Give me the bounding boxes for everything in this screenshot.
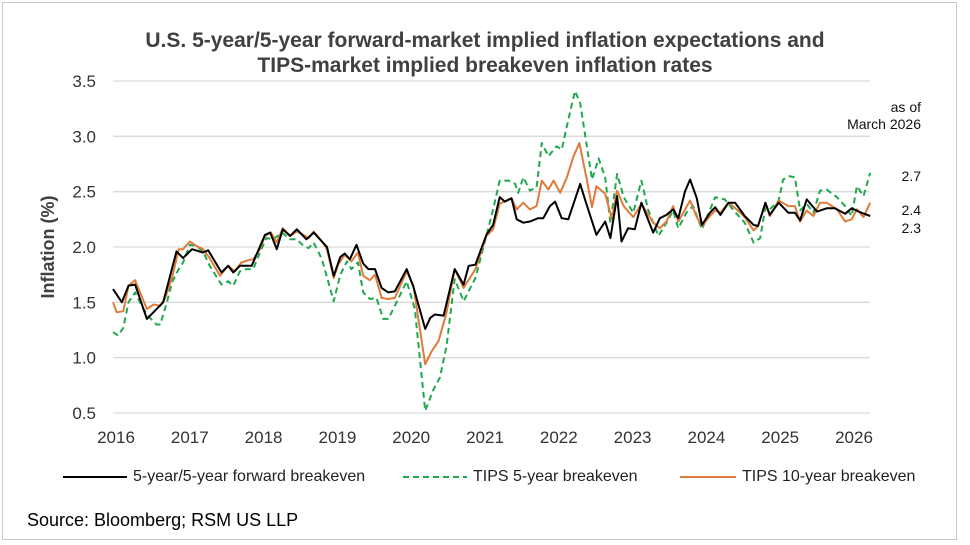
y-axis-title: Inflation (%)	[38, 196, 58, 299]
chart-frame	[2, 2, 957, 540]
legend-swatch-tips5	[403, 476, 467, 478]
as-of-label-line-2: March 2026	[847, 116, 921, 132]
end-label-tips5: 2.7	[901, 168, 921, 184]
y-tick-label: 0.5	[72, 404, 96, 423]
legend-label-fwd: 5-year/5-year forward breakeven	[133, 468, 366, 485]
legend-item-fwd: 5-year/5-year forward breakeven	[63, 468, 365, 486]
y-tick-label: 2.5	[72, 183, 96, 202]
y-tick-label: 2.0	[72, 238, 96, 257]
x-tick-label: 2021	[466, 428, 504, 447]
source-note: Source: Bloomberg; RSM US LLP	[27, 510, 299, 530]
end-label-tips10: 2.4	[901, 202, 921, 218]
y-tick-label: 1.0	[72, 349, 96, 368]
x-tick-label: 2019	[318, 428, 356, 447]
legend-label-tips10: TIPS 10-year breakeven	[742, 468, 916, 485]
legend-item-tips5: TIPS 5-year breakeven	[403, 468, 638, 486]
x-tick-label: 2016	[97, 428, 135, 447]
y-tick-label: 3.5	[72, 72, 96, 91]
series-line-fwd	[112, 178, 871, 330]
legend-swatch-fwd	[63, 476, 127, 478]
x-tick-label: 2025	[761, 428, 799, 447]
chart-title-line-2: TIPS-market implied breakeven inflation …	[257, 54, 713, 77]
y-tick-label: 3.0	[72, 127, 96, 146]
chart-title: U.S. 5-year/5-year forward-market implie…	[0, 28, 970, 78]
series-line-tips5	[112, 90, 872, 412]
x-tick-label: 2023	[614, 428, 652, 447]
x-tick-label: 2026	[835, 428, 873, 447]
as-of-label-line-1: as of	[890, 99, 921, 115]
x-tick-label: 2017	[171, 428, 209, 447]
end-label-fwd: 2.3	[901, 220, 921, 236]
y-tick-label: 1.5	[72, 293, 96, 312]
series-line-tips10	[112, 142, 872, 366]
legend-swatch-tips10	[680, 476, 736, 478]
x-tick-label: 2020	[392, 428, 430, 447]
legend-item-tips10: TIPS 10-year breakeven	[680, 468, 915, 486]
chart-title-line-1: U.S. 5-year/5-year forward-market implie…	[145, 29, 825, 52]
x-tick-label: 2018	[245, 428, 283, 447]
x-tick-label: 2022	[540, 428, 578, 447]
legend-label-tips5: TIPS 5-year breakeven	[473, 468, 638, 485]
x-tick-label: 2024	[687, 428, 725, 447]
